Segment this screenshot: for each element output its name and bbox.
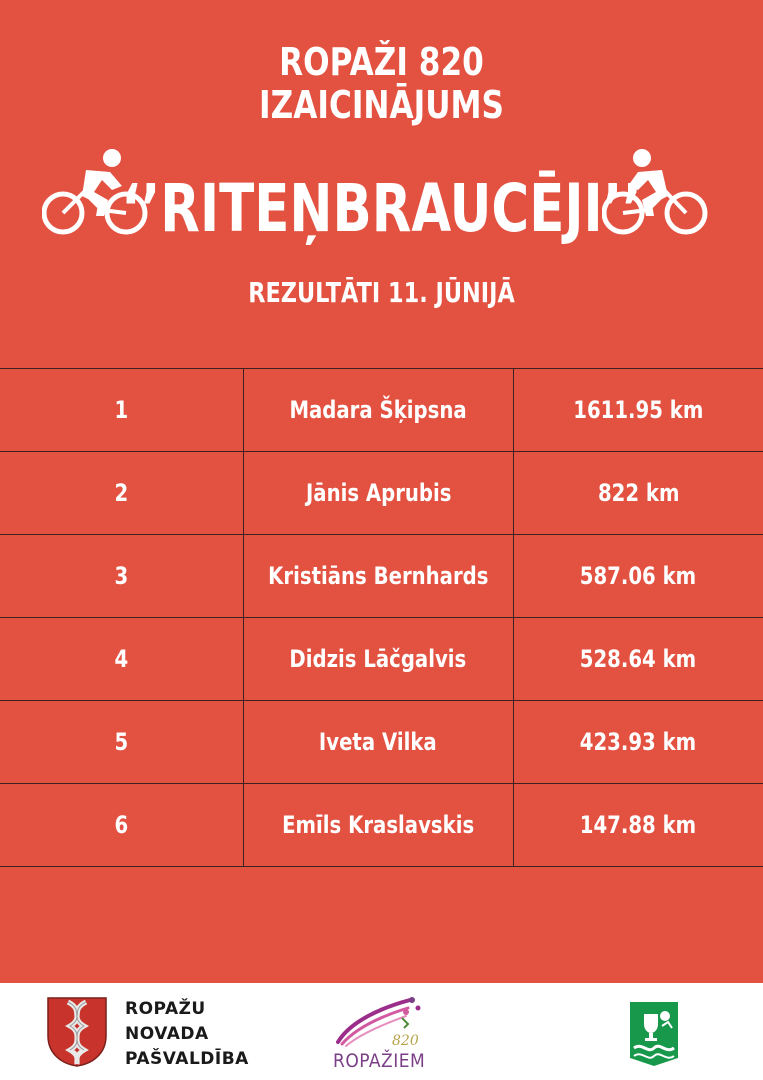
rank-value: 1 — [114, 396, 129, 424]
distance-cell: 147.88 km — [512, 783, 763, 867]
logo-name: ROPAŽIEM — [333, 1050, 426, 1072]
org-line1: ROPAŽU — [125, 999, 206, 1019]
participant-name: Emīls Kraslavskis — [282, 811, 475, 839]
table-row: 3 Kristiāns Bernhards 587.06 km — [0, 534, 763, 618]
rank-value: 2 — [114, 479, 129, 507]
municipality-crest-icon — [47, 997, 107, 1067]
event-title: ‘’RITEŅBRAUCĒJI’’ — [121, 170, 642, 247]
rank-cell: 2 — [0, 451, 244, 535]
distance-cell: 587.06 km — [512, 534, 763, 618]
distance-value: 1611.95 km — [573, 396, 704, 424]
name-cell: Iveta Vilka — [242, 700, 514, 784]
name-cell: Didzis Lāčgalvis — [242, 617, 514, 701]
distance-cell: 822 km — [512, 451, 763, 535]
rank-cell: 5 — [0, 700, 244, 784]
challenge-heading-line1: ROPAŽI 820 — [279, 40, 484, 84]
participant-name: Didzis Lāčgalvis — [289, 645, 467, 673]
rank-cell: 4 — [0, 617, 244, 701]
participant-name: Jānis Aprubis — [305, 479, 452, 507]
distance-cell: 1611.95 km — [512, 368, 763, 452]
green-shield-emblem-icon — [630, 1002, 678, 1066]
logo-number: 820 — [392, 1033, 419, 1049]
participant-name: Iveta Vilka — [319, 728, 438, 756]
table-row: 4 Didzis Lāčgalvis 528.64 km — [0, 617, 763, 701]
name-cell: Kristiāns Bernhards — [242, 534, 514, 618]
municipality-name: ROPAŽU NOVADA PAŠVALDĪBA — [125, 997, 249, 1072]
cyclist-icon — [42, 149, 148, 235]
rank-value: 5 — [114, 728, 129, 756]
rank-cell: 1 — [0, 368, 244, 452]
org-line3: PAŠVALDĪBA — [125, 1049, 249, 1069]
table-row: 5 Iveta Vilka 423.93 km — [0, 700, 763, 784]
results-table: 1 Madara Šķipsna 1611.95 km 2 Jānis Apru… — [0, 368, 763, 867]
name-cell: Madara Šķipsna — [242, 368, 514, 452]
rank-value: 3 — [114, 562, 129, 590]
ropaziem-820-logo-icon — [336, 997, 421, 1047]
distance-value: 423.93 km — [580, 728, 697, 756]
results-date-subtitle: REZULTĀTI 11. JŪNIJĀ — [248, 276, 515, 309]
rank-cell: 3 — [0, 534, 244, 618]
rank-value: 6 — [114, 811, 129, 839]
name-cell: Emīls Kraslavskis — [242, 783, 514, 867]
participant-name: Madara Šķipsna — [289, 396, 467, 424]
distance-value: 147.88 km — [580, 811, 697, 839]
name-cell: Jānis Aprubis — [242, 451, 514, 535]
rank-cell: 6 — [0, 783, 244, 867]
distance-value: 528.64 km — [580, 645, 697, 673]
rank-value: 4 — [114, 645, 129, 673]
distance-cell: 528.64 km — [512, 617, 763, 701]
table-row: 1 Madara Šķipsna 1611.95 km — [0, 368, 763, 452]
participant-name: Kristiāns Bernhards — [268, 562, 489, 590]
challenge-heading-line2: IZAICINĀJUMS — [259, 83, 504, 127]
org-line2: NOVADA — [125, 1024, 209, 1044]
table-row: 6 Emīls Kraslavskis 147.88 km — [0, 783, 763, 867]
table-row: 2 Jānis Aprubis 822 km — [0, 451, 763, 535]
distance-cell: 423.93 km — [512, 700, 763, 784]
distance-value: 587.06 km — [580, 562, 697, 590]
cyclist-icon — [602, 149, 708, 235]
distance-value: 822 km — [597, 479, 680, 507]
